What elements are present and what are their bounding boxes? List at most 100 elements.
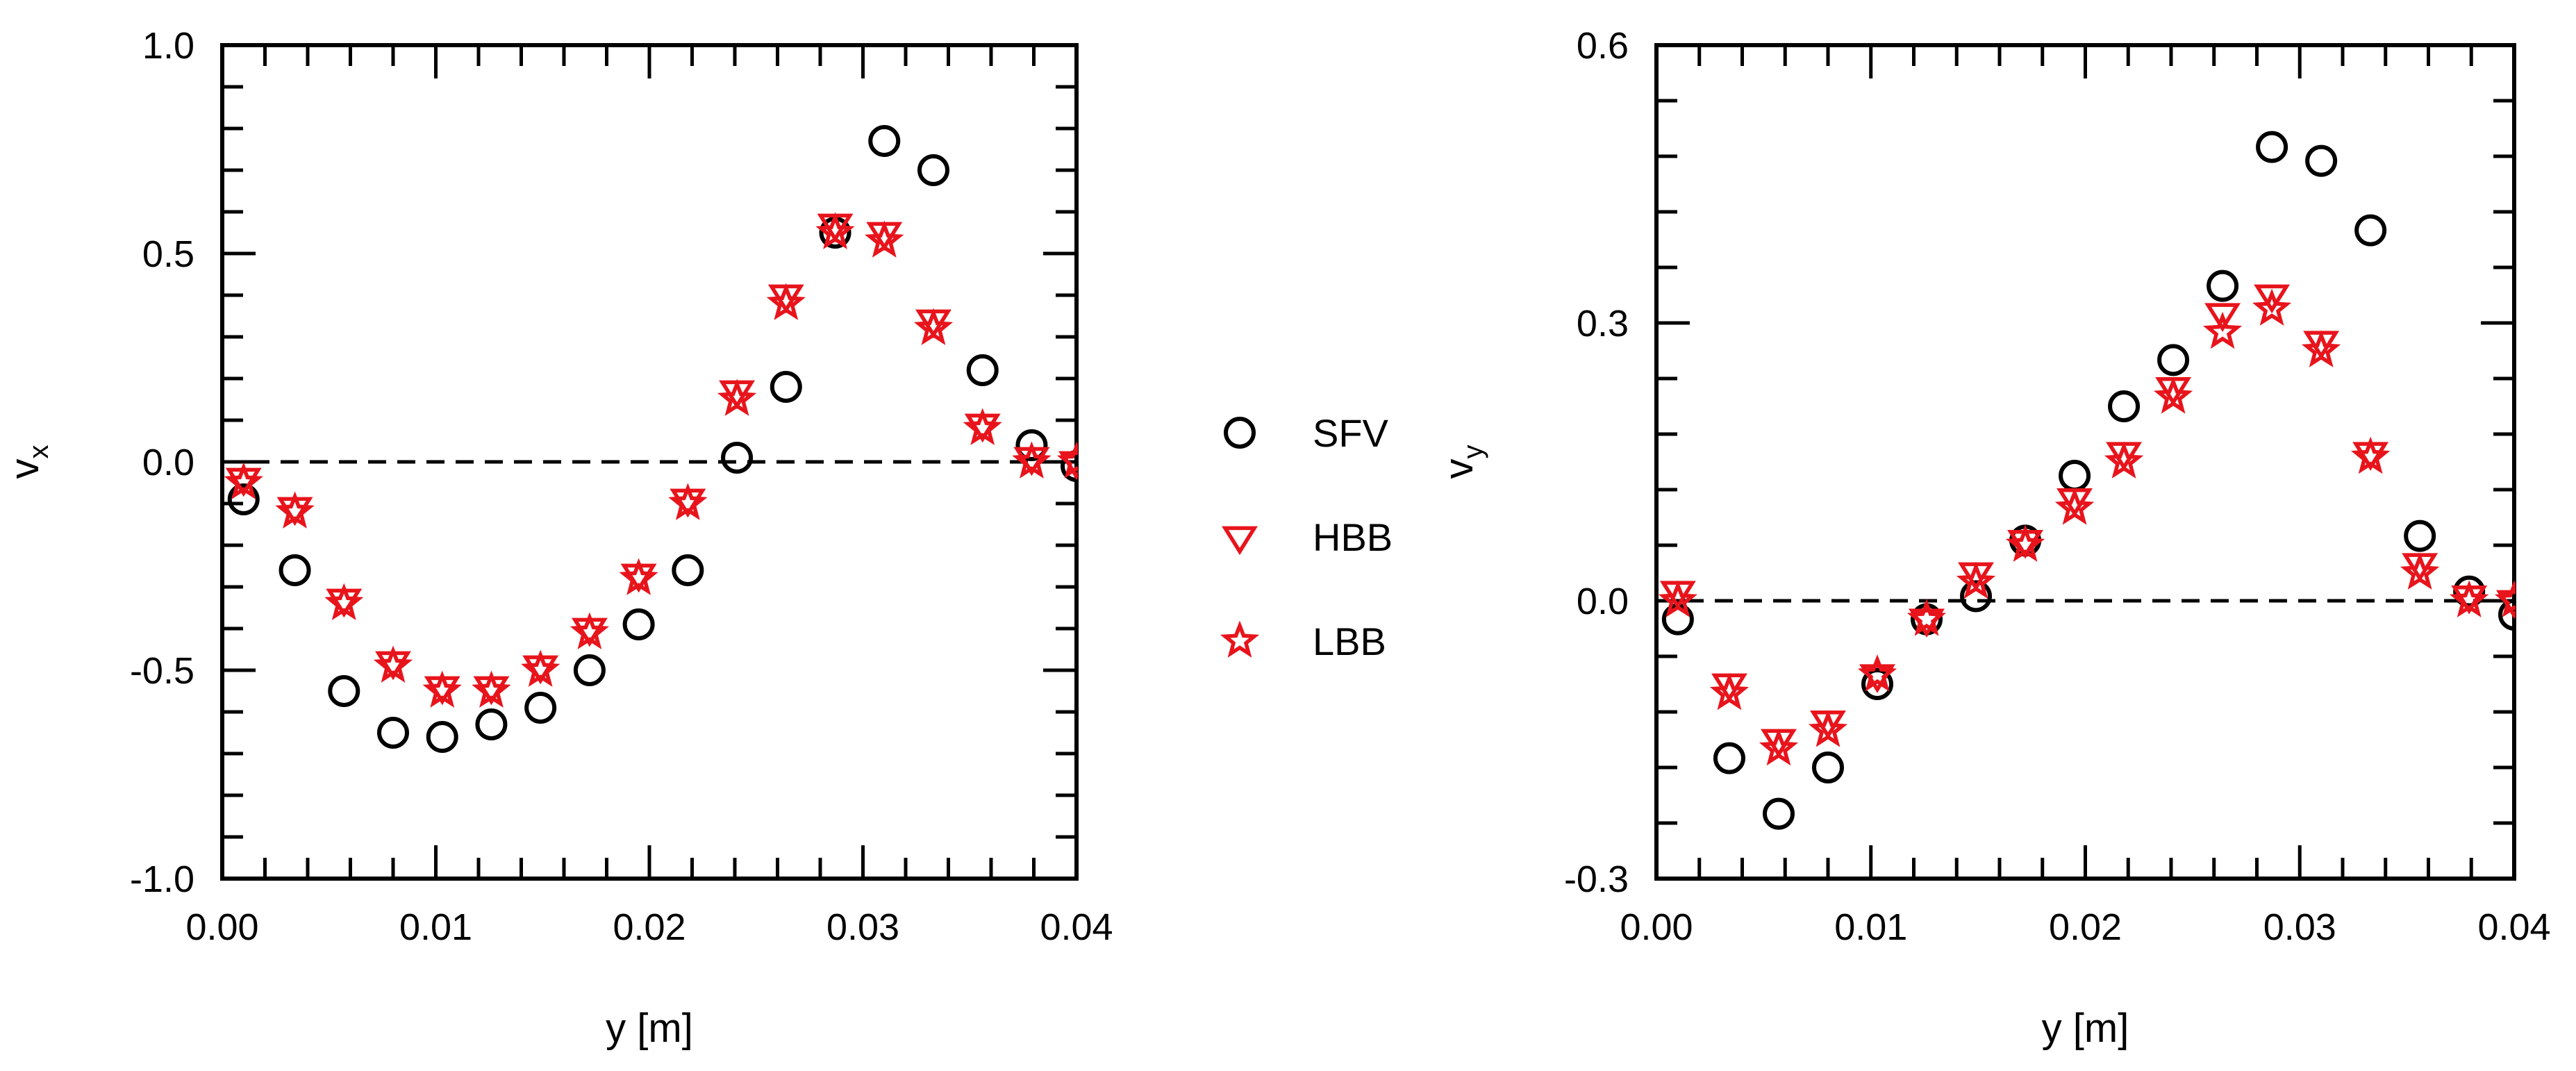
- vy-lbb-point: [2054, 488, 2095, 525]
- vx-lbb-point: [815, 212, 855, 249]
- vy-lbb-point: [1808, 710, 1848, 747]
- vy-x-tick-label: 0.04: [2477, 906, 2550, 948]
- vx-markers: [224, 125, 1078, 753]
- vy-x-tick-label: 0.00: [1620, 906, 1693, 948]
- vy-sfv-point: [1713, 742, 1745, 774]
- vx-sfv-point: [770, 371, 802, 403]
- vy-sfv-point: [2404, 520, 2436, 552]
- vx-lbb-point: [963, 408, 1002, 445]
- vy-sfv-point: [2498, 599, 2516, 631]
- chart-vx: 0.00 0.01 0.02 0.03 0.04 -1.0 -0.5 0.0 0.5 1.0 y […: [2, 25, 1113, 1051]
- vy-lbb-point: [2301, 330, 2341, 367]
- vy-sfv-point: [2059, 460, 2091, 492]
- vy-lbb-point: [2104, 441, 2144, 479]
- vx-lbb-point: [521, 649, 560, 687]
- vx-sfv-point: [227, 483, 260, 515]
- vy-lbb-point: [2203, 311, 2243, 349]
- vx-lbb-point: [619, 558, 658, 595]
- vy-sfv-point: [2157, 344, 2190, 376]
- vy-lbb-point: [1759, 728, 1799, 766]
- vx-lbb-point: [224, 462, 263, 499]
- vy-y-tick-label: 0.0: [1577, 581, 1629, 622]
- vy-sfv-point: [1960, 580, 1993, 613]
- vx-x-tick-label: 0.04: [1040, 906, 1113, 948]
- vy-x-tick-label: 0.01: [1834, 906, 1907, 948]
- legend-hbb-label: HBB: [1313, 515, 1393, 559]
- vx-lbb-point: [373, 645, 413, 683]
- vx-lbb-point: [275, 491, 315, 529]
- vx-sfv-point: [966, 354, 999, 386]
- vy-sfv-point: [1861, 668, 1894, 700]
- chart-vy: 0.00 0.01 0.02 0.03 0.04 -0.3 0.0 0.3 0.6 y [m] vy: [1436, 25, 2551, 1051]
- vy-sfv-point: [2108, 390, 2141, 422]
- vx-lbb-point: [422, 670, 462, 708]
- vx-sfv-point: [721, 442, 754, 474]
- vx-sfv-point: [917, 154, 949, 186]
- vx-sfv-point: [279, 554, 311, 586]
- vx-sfv-point: [475, 708, 508, 740]
- vx-lbb-point: [324, 583, 364, 620]
- vx-sfv-point: [1015, 429, 1048, 461]
- legend-sfv-marker: [1224, 417, 1256, 449]
- vy-hbb-point: [2204, 303, 2241, 332]
- vy-sfv-point: [1762, 797, 1795, 830]
- vy-lbb-point: [1709, 672, 1750, 711]
- vx-y-tick-label: 0.5: [142, 233, 194, 275]
- vx-y-tick-label: 1.0: [142, 25, 194, 67]
- vy-lbb-point: [2400, 552, 2440, 590]
- vy-lbb-point: [2153, 376, 2193, 414]
- vx-lbb-point: [865, 220, 904, 258]
- vy-lbb-point: [2252, 288, 2292, 326]
- vx-lbb-point: [1012, 441, 1052, 479]
- vy-lbb-point: [2005, 524, 2045, 562]
- vy-sfv-point: [1812, 752, 1844, 783]
- vx-x-tick-label: 0.00: [185, 906, 258, 948]
- vy-x-axis-title: y [m]: [2042, 1006, 2129, 1051]
- legend-lbb-label: LBB: [1313, 620, 1386, 663]
- vy-y-tick-label: 0.3: [1577, 303, 1629, 344]
- vy-x-tick-label: 0.02: [2049, 906, 2122, 948]
- legend-hbb-marker: [1222, 526, 1258, 556]
- vx-lbb-point: [913, 308, 954, 345]
- vy-markers: [1658, 131, 2516, 830]
- vx-sfv-point: [622, 608, 655, 640]
- vy-sfv-point: [2354, 214, 2387, 247]
- vx-sfv-point: [524, 692, 557, 724]
- vx-x-axis-title: y [m]: [606, 1006, 693, 1051]
- vy-y-axis-title: vy: [1436, 445, 1488, 479]
- vx-lbb-point: [717, 379, 757, 416]
- vx-y-tick-label: 0.0: [142, 442, 194, 483]
- vy-lbb-point: [1658, 580, 1698, 617]
- vx-sfv-point: [868, 125, 901, 157]
- vy-lbb-point: [2494, 580, 2516, 617]
- vy-hbb-point: [2254, 284, 2291, 314]
- vx-x-tick-label: 0.02: [613, 906, 685, 948]
- vx-x-tick-label: 0.01: [399, 906, 472, 948]
- vy-lbb-point: [1857, 654, 1897, 692]
- vx-lbb-point: [570, 612, 610, 649]
- vx-y-tick-label: -1.0: [130, 858, 194, 900]
- vy-sfv-point: [2256, 131, 2288, 163]
- vx-lbb-point: [766, 283, 806, 320]
- vy-lbb-point: [2351, 436, 2391, 474]
- vy-lbb-point: [2449, 580, 2489, 617]
- vx-y-tick-label: -0.5: [130, 650, 194, 692]
- legend-lbb-marker: [1220, 620, 1260, 658]
- vx-x-tick-label: 0.03: [826, 906, 899, 948]
- vy-sfv-point: [2305, 144, 2338, 177]
- vy-lbb-point: [1956, 561, 1996, 599]
- vx-sfv-point: [672, 554, 704, 586]
- vx-y-axis-title: vx: [2, 445, 54, 479]
- vy-sfv-point: [2207, 269, 2239, 302]
- vx-sfv-point: [377, 717, 409, 749]
- vy-x-tick-label: 0.03: [2263, 906, 2336, 948]
- legend: SFV HBB LBB: [1220, 411, 1393, 663]
- legend-sfv-label: SFV: [1313, 411, 1389, 455]
- vx-lbb-point: [668, 483, 708, 520]
- vx-lbb-point: [472, 670, 511, 708]
- vy-y-tick-label: 0.6: [1577, 25, 1629, 67]
- vx-sfv-point: [573, 654, 606, 686]
- vy-lbb-point: [1906, 599, 1947, 636]
- vx-lbb-point: [1056, 441, 1078, 479]
